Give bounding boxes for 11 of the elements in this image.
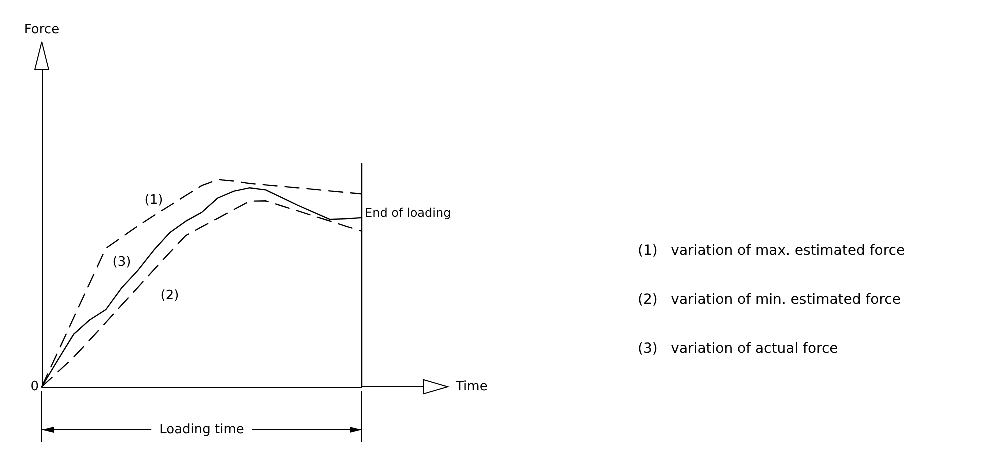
text: Force [24,22,60,38]
text: (2) variation of min. estimated force [638,292,901,308]
series-label: (3) [112,255,132,270]
text: Time [455,380,488,394]
text: Loading time [160,422,244,438]
series-label: (2) [160,288,180,304]
series-label: (1) [144,193,164,208]
text: End of loading [365,206,452,220]
text: (3) variation of actual force [638,341,838,357]
text: 0 [30,380,39,394]
text: (1) variation of max. estimated force [638,243,906,259]
